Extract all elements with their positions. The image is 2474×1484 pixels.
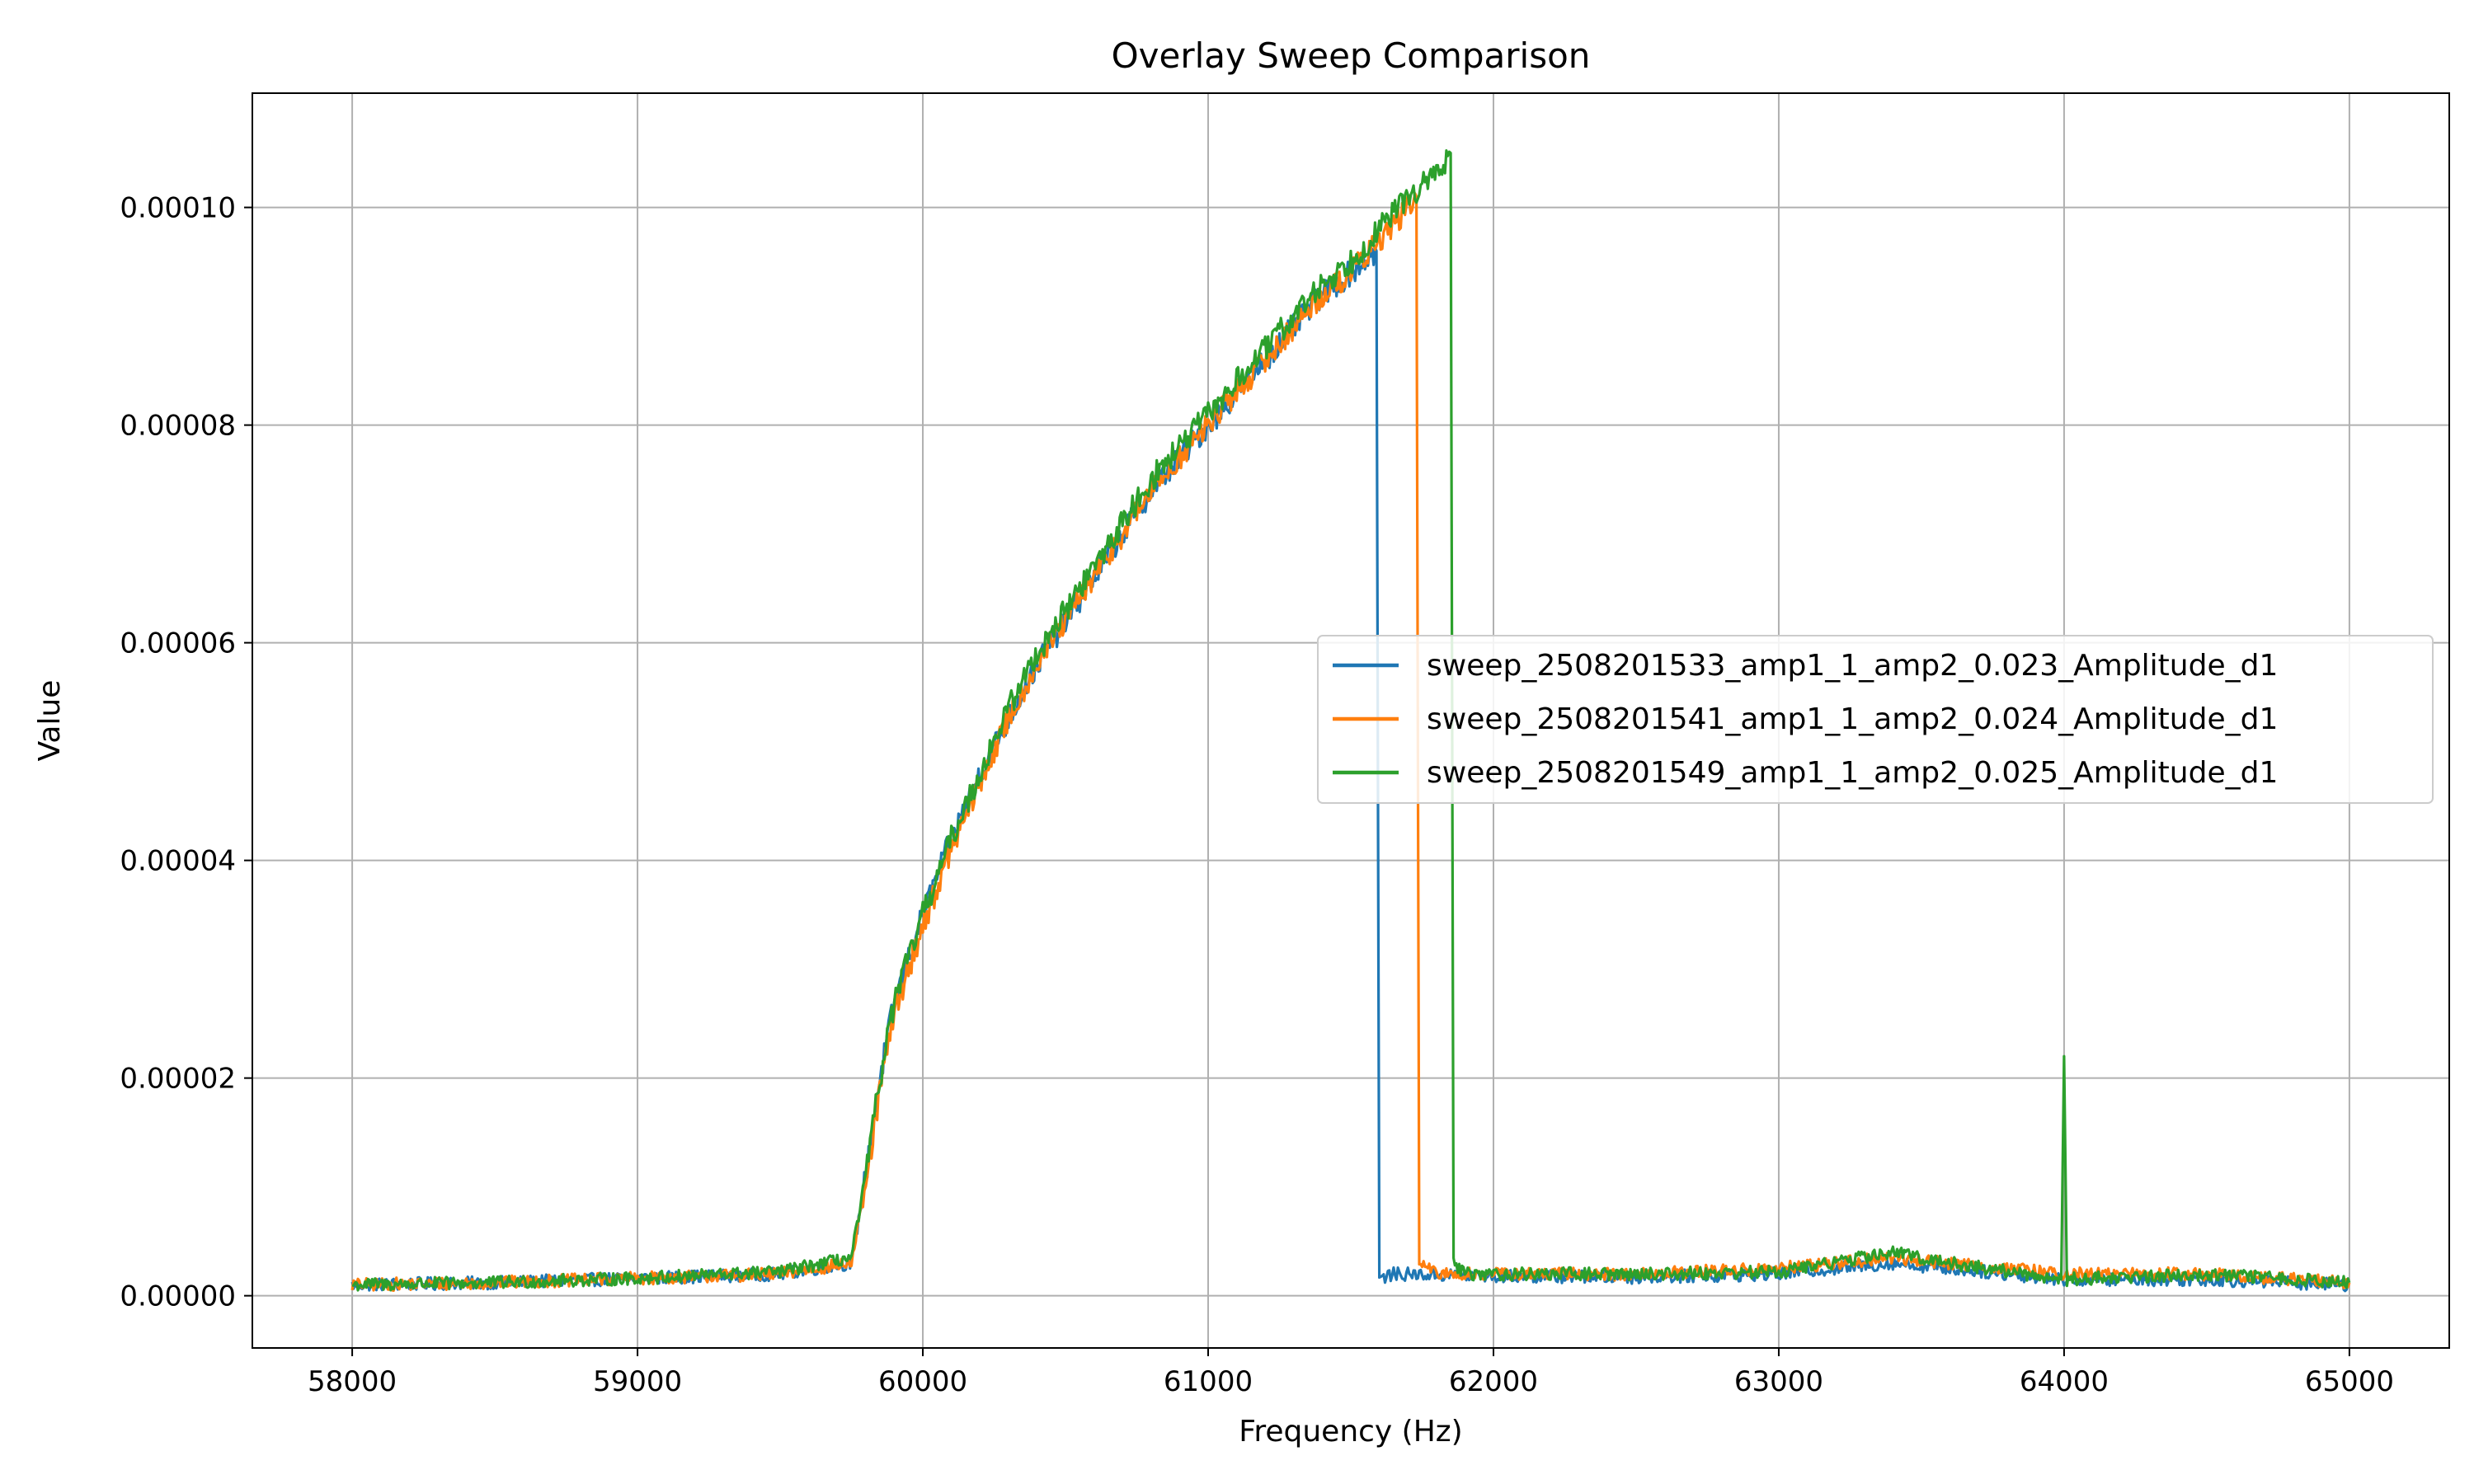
y-tick-label: 0.00004 [120,845,236,878]
legend-label-3: sweep_2508201549_amp1_1_amp2_0.025_Ampli… [1427,756,2278,790]
x-tick-label: 58000 [308,1365,397,1398]
legend-label-2: sweep_2508201541_amp1_1_amp2_0.024_Ampli… [1427,702,2278,736]
x-tick-label: 60000 [878,1365,967,1398]
y-tick-label: 0.00000 [120,1280,236,1313]
y-tick-label: 0.00002 [120,1063,236,1096]
y-tick-label: 0.00010 [120,192,236,225]
x-tick-label: 65000 [2305,1365,2394,1398]
x-tick-label: 63000 [1734,1365,1823,1398]
series-line-2 [350,192,2351,1292]
x-tick-label: 64000 [2020,1365,2109,1398]
x-tick-label: 62000 [1449,1365,1538,1398]
x-tick-label: 61000 [1164,1365,1253,1398]
legend-box [1317,635,2434,804]
series-line-3 [351,149,2351,1292]
y-tick-label: 0.00006 [120,627,236,660]
chart-title: Overlay Sweep Comparison [1112,35,1591,76]
x-axis-label: Frequency (Hz) [1239,1415,1462,1449]
y-tick-label: 0.00008 [120,410,236,443]
series-layer [350,149,2351,1293]
grid-lines [252,93,2449,1348]
plot-area-frame [252,92,2450,1349]
legend: sweep_2508201533_amp1_1_amp2_0.023_Ampli… [1317,635,2434,804]
y-axis-ticks: 0.00000 0.00002 0.00004 0.00006 0.00008 0.000… [120,192,252,1313]
legend-label-1: sweep_2508201533_amp1_1_amp2_0.023_Ampli… [1427,649,2278,683]
x-axis-ticks: 58000 59000 60000 61000 62000 63000 64000 65000 [308,1348,2394,1398]
x-tick-label: 59000 [593,1365,682,1398]
y-axis-label: Value [33,680,67,762]
